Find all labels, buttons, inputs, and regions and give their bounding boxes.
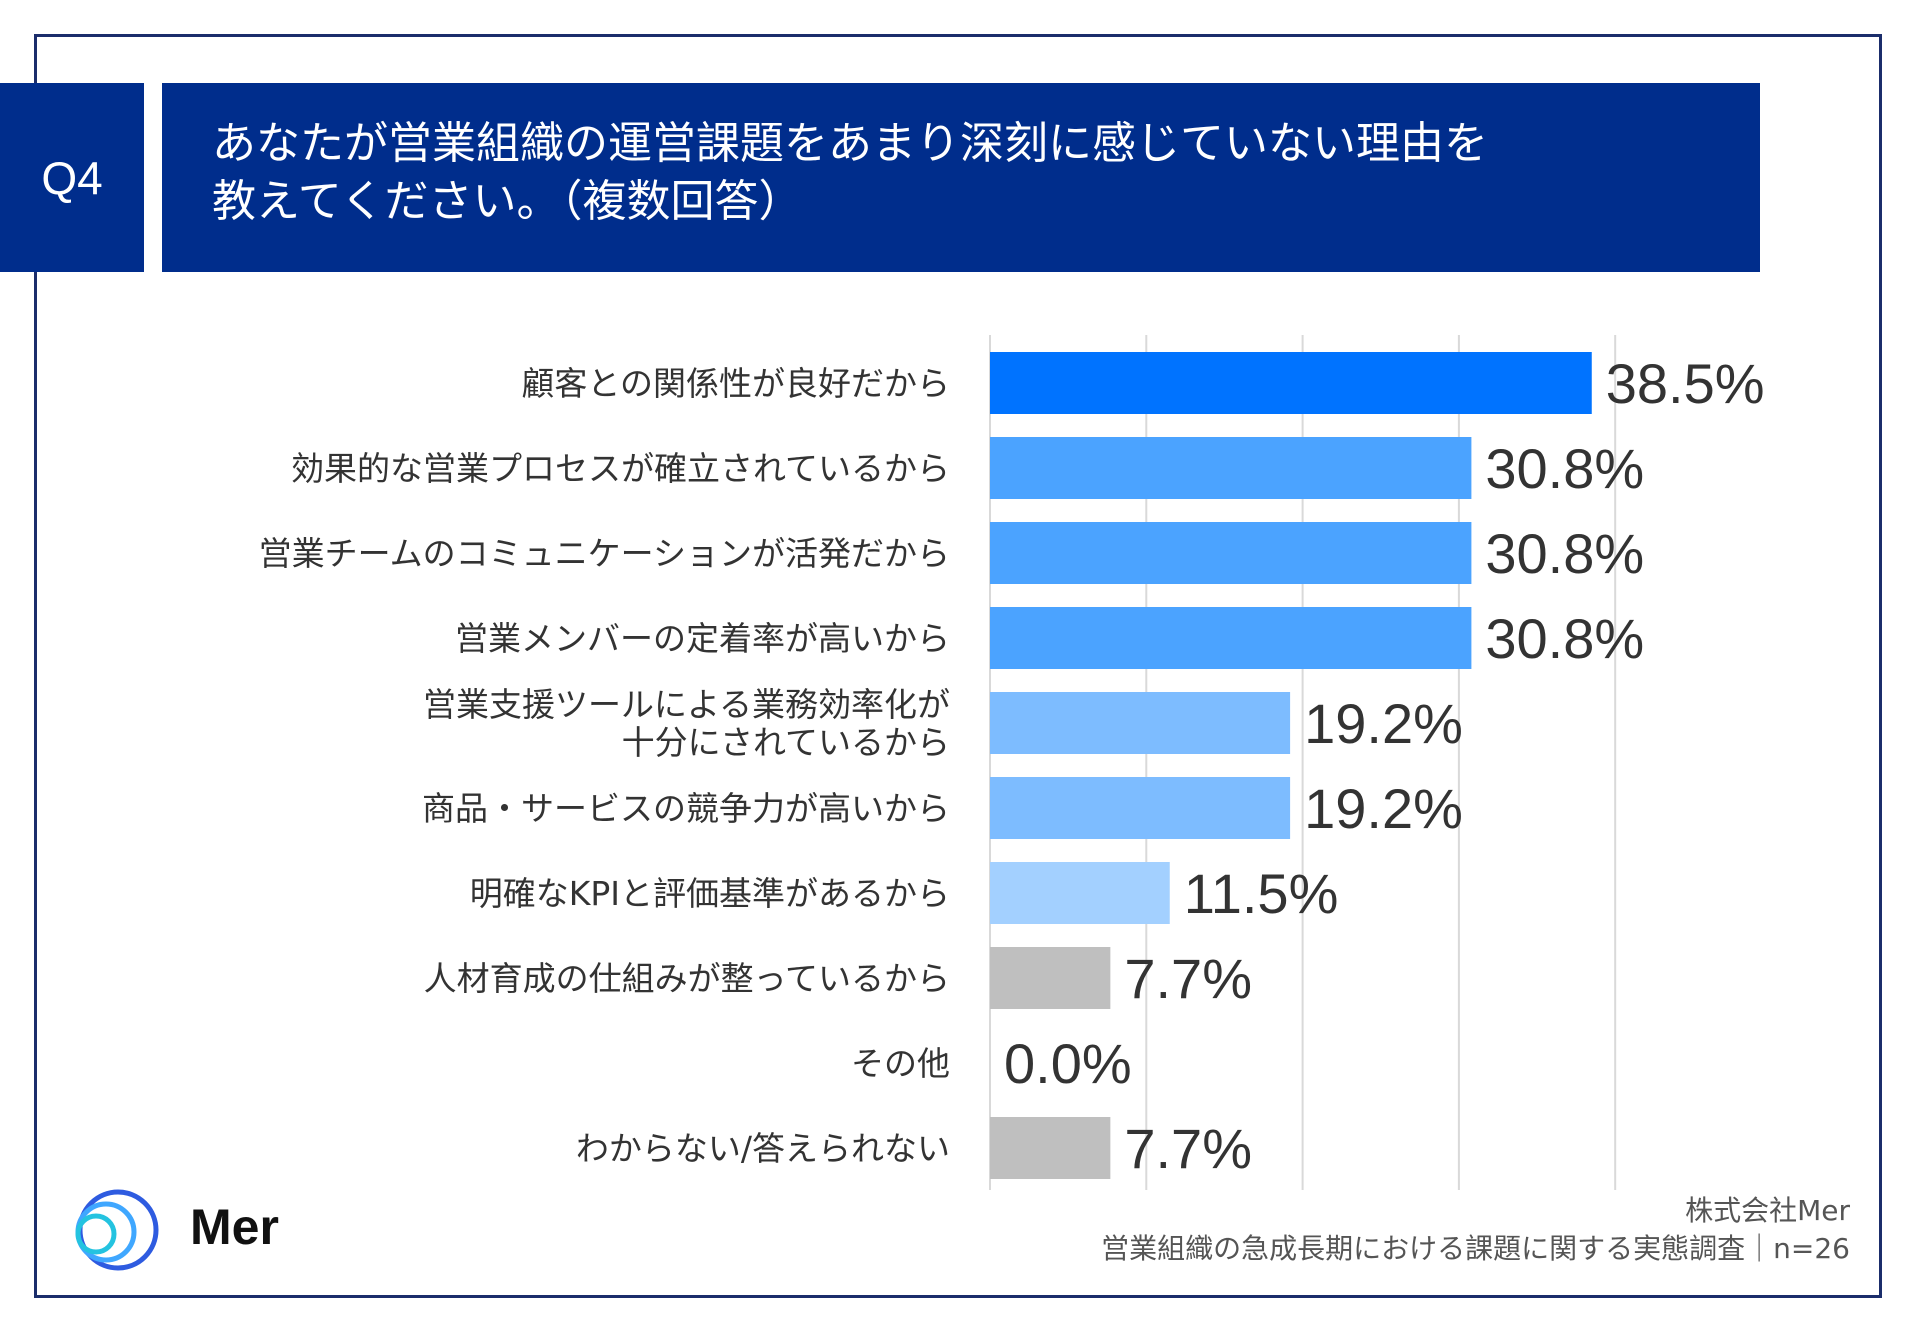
value-label: 38.5% <box>1606 352 1765 415</box>
category-label: 営業支援ツールによる業務効率化が <box>423 685 950 724</box>
value-label: 19.2% <box>1304 777 1463 840</box>
question-title-line2: 教えてください。（複数回答） <box>212 176 803 227</box>
category-label: 明確なKPIと評価基準があるから <box>470 874 950 913</box>
bar <box>990 947 1111 1009</box>
value-label: 7.7% <box>1124 947 1252 1010</box>
category-label: 十分にされているから <box>622 723 950 762</box>
bar <box>990 1117 1111 1179</box>
mer-logo-icon <box>75 1189 159 1271</box>
value-label: 11.5% <box>1184 862 1339 925</box>
value-label: 0.0% <box>1004 1032 1132 1095</box>
bar <box>990 437 1472 499</box>
bar <box>990 352 1592 414</box>
bar <box>990 862 1170 924</box>
question-title-line1: あなたが営業組織の運営課題をあまり深刻に感じていない理由を <box>212 118 1488 169</box>
value-label: 30.8% <box>1485 607 1644 670</box>
value-label: 30.8% <box>1485 522 1644 585</box>
category-label: 商品・サービスの競争力が高いから <box>422 789 950 828</box>
bar <box>990 692 1291 754</box>
footer-survey: 営業組織の急成長期における課題に関する実態調査｜n=26 <box>1101 1232 1850 1265</box>
category-label: 効果的な営業プロセスが確立されているから <box>291 449 950 488</box>
category-label: 営業メンバーの定着率が高いから <box>455 619 950 658</box>
value-label: 30.8% <box>1485 437 1644 500</box>
category-label: 顧客との関係性が良好だから <box>521 364 950 403</box>
category-label: わからない/答えられない <box>576 1129 950 1168</box>
value-label: 19.2% <box>1304 692 1463 755</box>
footer-company: 株式会社Mer <box>1685 1194 1850 1227</box>
category-label: 営業チームのコミュニケーションが活発だから <box>259 534 950 573</box>
question-title-banner: あなたが営業組織の運営課題をあまり深刻に感じていない理由を 教えてください。（複… <box>162 83 1760 272</box>
logo-text: Mer <box>190 1199 279 1255</box>
bar <box>990 777 1291 839</box>
question-number: Q4 <box>41 151 103 204</box>
category-label: その他 <box>851 1044 950 1083</box>
category-label: 人材育成の仕組みが整っているから <box>424 959 950 998</box>
question-number-badge: Q4 <box>0 83 144 272</box>
bar <box>990 522 1472 584</box>
logo-ring-inner <box>75 1213 117 1255</box>
bar <box>990 607 1472 669</box>
content-frame <box>34 34 1882 1298</box>
value-label: 7.7% <box>1124 1117 1252 1180</box>
footer: 株式会社Mer 営業組織の急成長期における課題に関する実態調査｜n=26 <box>1101 1192 1850 1268</box>
